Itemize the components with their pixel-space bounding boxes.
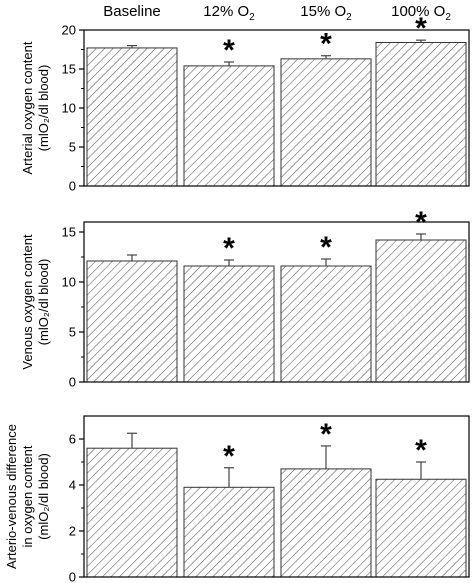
header-label-15pct-o2: 15% O2 <box>300 3 352 23</box>
y-axis-label-1-line-2: (mlO₂/dl blood) <box>36 65 51 152</box>
bar-2-1 <box>86 260 178 383</box>
significance-star-1-4: * <box>415 12 427 45</box>
y-tick-label-2-1: 5 <box>69 325 76 340</box>
bar-1-1 <box>86 47 178 187</box>
y-axis-label-3-line-2: in oxygen content <box>20 445 35 547</box>
y-tick-label-2-0: 0 <box>69 375 76 390</box>
y-tick-label-3-1: 2 <box>69 524 76 539</box>
bar-3-2 <box>183 486 275 578</box>
panel-3: * * * 0 2 4 6 Arterio-venous difference in oxyge… <box>4 415 470 583</box>
bar-1-4 <box>375 41 467 187</box>
y-tick-label-1-2: 10 <box>62 101 76 116</box>
significance-star-3-2: * <box>223 440 235 473</box>
y-axis-label-2-line-2: (mlO₂/dl blood) <box>36 259 51 346</box>
plot-frame-2 <box>83 221 470 383</box>
bar-3-4 <box>375 478 467 578</box>
significance-star-1-3: * <box>320 28 332 61</box>
significance-star-2-2: * <box>223 232 235 265</box>
y-tick-label-1-1: 5 <box>69 140 76 155</box>
y-tick-label-2-2: 10 <box>62 275 76 290</box>
bar-2-4 <box>375 239 467 383</box>
header-label-100pct-o2: 100% O2 <box>391 3 451 23</box>
y-tick-label-1-0: 0 <box>69 179 76 194</box>
bar-2-3 <box>280 265 372 383</box>
y-tick-label-1-3: 15 <box>62 62 76 77</box>
y-tick-label-2-3: 15 <box>62 225 76 240</box>
y-axis-label-1-line-1: Arterial oxygen content <box>20 41 35 174</box>
bar-3-3 <box>280 468 372 578</box>
y-tick-label-3-0: 0 <box>69 570 76 583</box>
y-tick-label-3-3: 6 <box>69 432 76 447</box>
significance-star-3-3: * <box>320 418 332 451</box>
significance-star-2-3: * <box>320 231 332 264</box>
y-axis-label-2-line-1: Venous oxygen content <box>20 234 35 370</box>
y-axis-label-3-line-3: (mlO₂/dl blood) <box>36 453 51 540</box>
significance-star-3-4: * <box>415 434 427 467</box>
bar-1-2 <box>183 65 275 187</box>
significance-star-1-2: * <box>223 34 235 67</box>
bar-2-2 <box>183 265 275 383</box>
y-axis-label-3-line-1: Arterio-venous difference <box>4 424 19 569</box>
panel-1: * * * 0 5 10 15 20 Arterial oxygen content (mlO₂/… <box>20 12 470 194</box>
y-tick-label-1-4: 20 <box>62 23 76 38</box>
plot-frame-3 <box>83 415 470 578</box>
header-label-12pct-o2: 12% O2 <box>203 3 255 23</box>
header-label-baseline: Baseline <box>103 3 161 20</box>
bar-3-1 <box>86 447 178 578</box>
bar-1-3 <box>280 58 372 187</box>
y-tick-label-3-2: 4 <box>69 478 76 493</box>
group-header: Baseline 12% O2 15% O2 100% O2 <box>0 0 474 30</box>
